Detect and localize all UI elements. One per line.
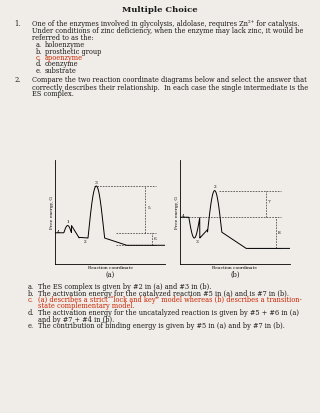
Text: 5: 5 [148,205,150,209]
Text: substrate: substrate [45,67,77,75]
Text: coenzyme: coenzyme [45,60,79,68]
Text: 2.: 2. [14,76,20,84]
Text: (a) describes a strict “lock and key” model whereas (b) describes a transition-: (a) describes a strict “lock and key” mo… [38,295,302,303]
Text: c.: c. [28,295,34,303]
Text: 4: 4 [182,214,185,218]
Text: One of the enzymes involved in glycolysis, aldolase, requires Zn²⁺ for catalysis: One of the enzymes involved in glycolysi… [32,20,300,28]
Text: 3: 3 [95,180,98,185]
Text: 4: 4 [57,229,60,233]
Text: The activation energy for the catalyzed reaction #5 in (a) and is #7 in (b).: The activation energy for the catalyzed … [38,289,289,297]
Text: d.: d. [28,308,34,316]
Text: c.: c. [36,54,42,62]
Text: and by #7 + #4 in (b).: and by #7 + #4 in (b). [38,315,114,323]
Text: b.: b. [28,289,34,297]
Text: 7: 7 [268,199,271,203]
Text: 6: 6 [154,237,157,240]
Text: d.: d. [36,60,42,68]
Text: (b): (b) [230,271,240,278]
Text: (a): (a) [105,271,115,278]
Text: 2: 2 [83,239,86,243]
Text: 8: 8 [278,230,281,234]
Text: e.: e. [36,67,42,75]
Text: The ES complex is given by #2 in (a) and #3 in (b).: The ES complex is given by #2 in (a) and… [38,282,212,290]
Y-axis label: Free energy, G: Free energy, G [175,196,179,229]
Text: The activation energy for the uncatalyzed reaction is given by #5 + #6 in (a): The activation energy for the uncatalyze… [38,308,299,316]
Text: holoenzyme: holoenzyme [45,41,85,49]
Y-axis label: Free energy, G: Free energy, G [50,196,54,229]
Text: Compare the two reaction coordinate diagrams below and select the answer that: Compare the two reaction coordinate diag… [32,76,307,84]
Text: 1.: 1. [14,20,20,28]
Text: referred to as the:: referred to as the: [32,34,94,42]
Text: state complementary model.: state complementary model. [38,302,135,310]
Text: a.: a. [28,282,34,290]
X-axis label: Reaction coordinate: Reaction coordinate [87,266,132,270]
Text: ES complex.: ES complex. [32,90,74,98]
Text: The contribution of binding energy is given by #5 in (a) and by #7 in (b).: The contribution of binding energy is gi… [38,321,285,329]
Text: a.: a. [36,41,42,49]
Text: 1: 1 [66,220,69,224]
Text: apoenzyme: apoenzyme [45,54,83,62]
Text: prosthetic group: prosthetic group [45,47,101,55]
Text: 2: 2 [213,185,216,189]
Text: b.: b. [36,47,42,55]
Text: 3: 3 [195,240,198,244]
X-axis label: Reaction coordinate: Reaction coordinate [212,266,258,270]
Text: e.: e. [28,321,34,329]
Text: Under conditions of zinc deficiency, when the enzyme may lack zinc, it would be: Under conditions of zinc deficiency, whe… [32,27,303,35]
Text: correctly describes their relationship.  In each case the single intermediate is: correctly describes their relationship. … [32,83,308,91]
Text: Multiple Choice: Multiple Choice [122,6,198,14]
